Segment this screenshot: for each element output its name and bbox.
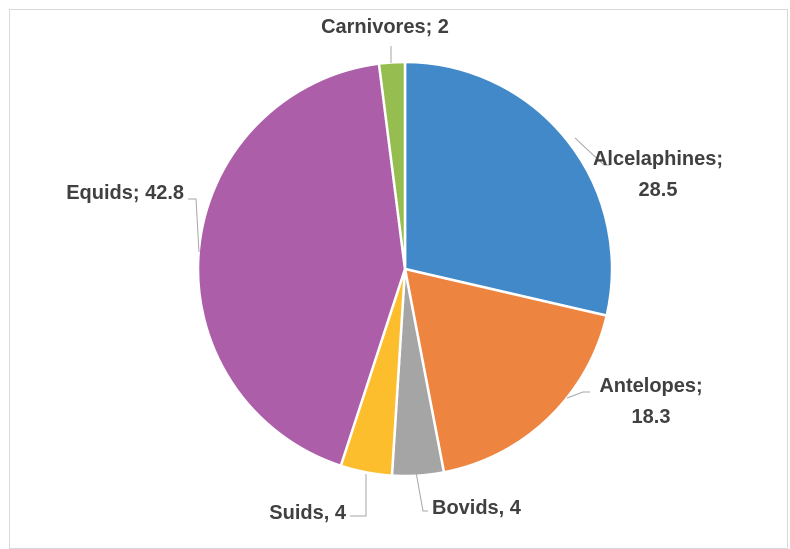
data-label-line: Antelopes; (599, 375, 702, 397)
slice-carnivores (377, 60, 407, 270)
data-label-equids: Equids; 42.8 (66, 182, 184, 204)
data-label-line: Bovids, 4 (432, 497, 522, 519)
leader-line-antelopes (566, 391, 590, 399)
data-label-line: Alcelaphines; (593, 148, 723, 170)
data-label-line: Equids; 42.8 (66, 182, 184, 204)
slice-antelopes (403, 267, 609, 474)
leader-line-alcelaphines (574, 137, 610, 166)
leader-line-bovids (415, 471, 428, 512)
data-label-antelopes: Antelopes; 18.3 (599, 375, 702, 428)
data-label-alcelaphines: Alcelaphines; 28.5 (593, 148, 723, 201)
data-label-suids: Suids, 4 (269, 502, 347, 524)
data-label-carnivores: Carnivores; 2 (321, 16, 449, 38)
data-label-line: 28.5 (639, 179, 678, 201)
data-label-line: Suids, 4 (269, 502, 347, 524)
pie-slices (196, 60, 614, 478)
slice-alcelaphines (403, 60, 614, 318)
leader-lines (188, 46, 610, 517)
data-label-line: Carnivores; 2 (321, 16, 449, 38)
data-label-bovids: Bovids, 4 (432, 497, 522, 519)
leader-line-suids (350, 474, 367, 517)
pie-chart: Alcelaphines; 28.5 Antelopes; 18.3 Bovids, 4… (66, 16, 723, 524)
data-labels: Alcelaphines; 28.5 Antelopes; 18.3 Bovids, 4… (66, 16, 723, 524)
data-label-line: 18.3 (632, 406, 671, 428)
leader-line-equids (188, 198, 200, 253)
